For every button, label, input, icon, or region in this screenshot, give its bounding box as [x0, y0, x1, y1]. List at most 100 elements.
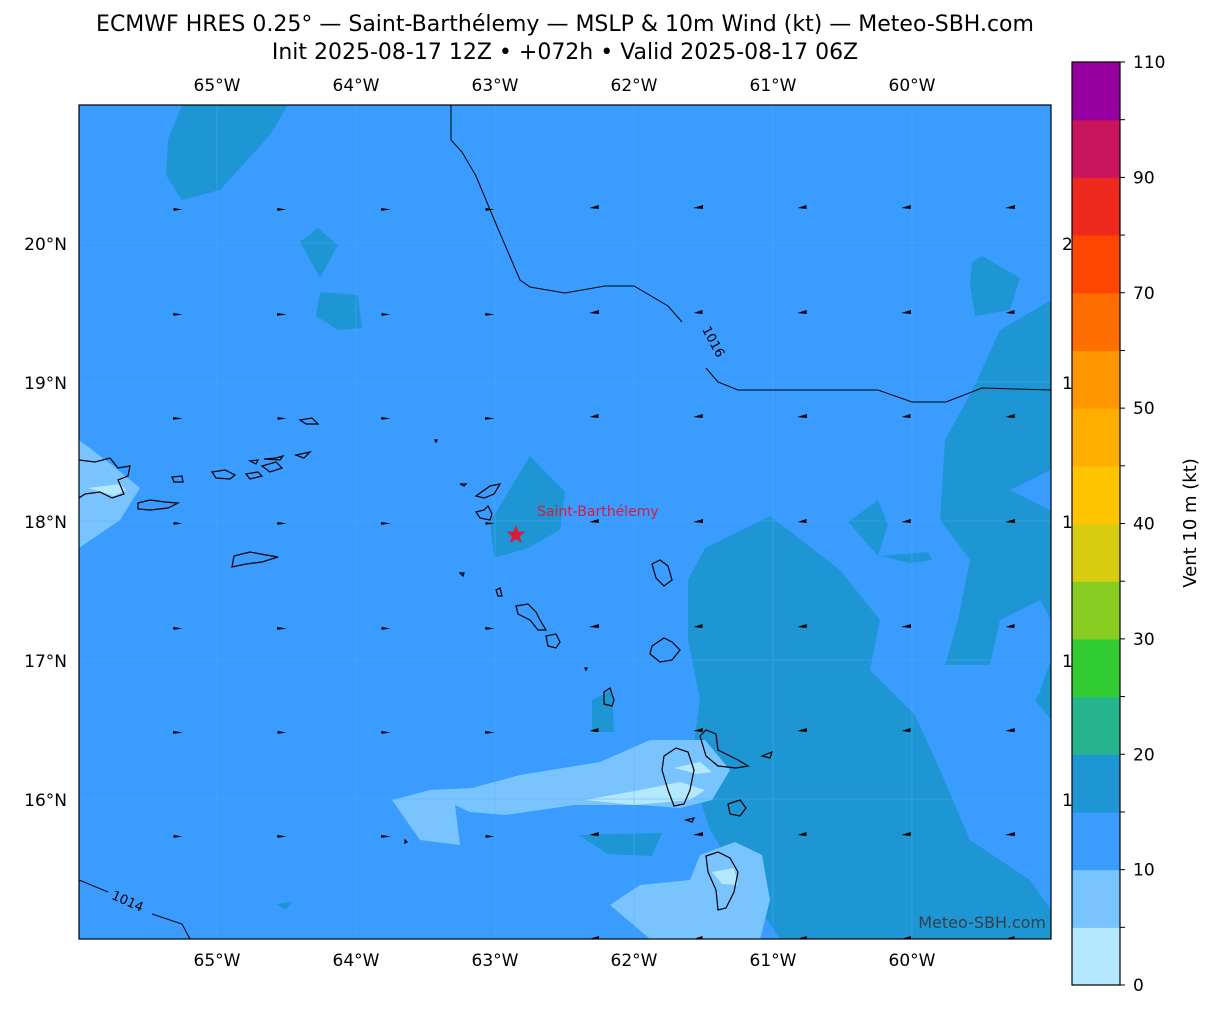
- colorbar-label: Vent 10 m (kt): [1180, 458, 1201, 588]
- wind-arrow: [693, 414, 703, 418]
- wind-arrow: [1005, 205, 1015, 209]
- svg-text:1: 1: [1062, 652, 1073, 672]
- wind-arrow: [381, 208, 391, 211]
- lat-label: 20°N: [24, 235, 67, 255]
- wind-arrow: [1005, 832, 1015, 836]
- colorbar-segment: [1072, 465, 1120, 525]
- wind-arrow: [485, 208, 495, 211]
- location-label: Saint-Barthélemy: [537, 504, 659, 520]
- colorbar: [1071, 61, 1121, 986]
- wind-arrow: [173, 208, 183, 211]
- colorbar-tick-label: 20: [1133, 745, 1155, 765]
- wind-arrow: [173, 731, 183, 734]
- colorbar-tick-label: 110: [1133, 53, 1165, 73]
- svg-text:1: 1: [1062, 791, 1073, 811]
- wind-arrow: [901, 310, 911, 314]
- colorbar-tick-label: 30: [1133, 630, 1155, 650]
- wind-arrow: [485, 522, 495, 525]
- wind-arrow: [901, 519, 911, 523]
- colorbar-segment: [1072, 350, 1120, 409]
- wind-arrow: [901, 205, 911, 209]
- wind-arrow: [797, 624, 807, 628]
- lon-label: 63°W: [472, 76, 519, 96]
- wind-arrow: [381, 627, 391, 630]
- wind-arrow: [901, 414, 911, 418]
- wind-arrow: [485, 313, 495, 316]
- colorbar-segment: [1072, 408, 1120, 467]
- wind-arrow: [589, 310, 599, 314]
- wind-arrow: [693, 936, 703, 939]
- wind-arrow: [277, 417, 287, 420]
- wind-arrow: [485, 731, 495, 734]
- wind-arrow: [1005, 624, 1015, 628]
- lon-label: 61°W: [750, 76, 797, 96]
- lat-label: 18°N: [24, 513, 67, 533]
- wind-arrow: [381, 313, 391, 316]
- wind-arrow: [277, 731, 287, 734]
- colorbar-segment: [1072, 62, 1120, 121]
- wind-arrow: [797, 832, 807, 836]
- lon-label: 63°W: [472, 951, 519, 971]
- colorbar-ticks: 0 10 20 30 40 50 70 90 110: [1120, 53, 1165, 996]
- wind-arrow: [277, 208, 287, 211]
- wind-arrow: [381, 417, 391, 420]
- svg-text:2: 2: [1062, 235, 1073, 255]
- lon-label: 62°W: [611, 76, 658, 96]
- wind-arrow: [693, 310, 703, 314]
- colorbar-tick-label: 90: [1133, 168, 1155, 188]
- wind-arrow: [277, 313, 287, 316]
- wind-arrow: [173, 417, 183, 420]
- wind-arrow: [589, 936, 599, 939]
- wind-arrow: [589, 624, 599, 628]
- wind-arrow: [1005, 519, 1015, 523]
- wind-arrow: [1005, 414, 1015, 418]
- lon-label: 64°W: [333, 76, 380, 96]
- wind-arrow: [1005, 728, 1015, 732]
- colorbar-tick-label: 50: [1133, 399, 1155, 419]
- wind-arrow: [381, 835, 391, 838]
- wind-arrow: [797, 728, 807, 732]
- lat-label: 16°N: [24, 791, 67, 811]
- colorbar-segment: [1072, 119, 1120, 178]
- colorbar-segment: [1072, 811, 1120, 871]
- colorbar-segment: [1072, 696, 1120, 755]
- wind-arrow: [277, 835, 287, 838]
- colorbar-segment: [1072, 927, 1120, 986]
- colorbar-segment: [1072, 638, 1120, 698]
- wind-arrow: [589, 414, 599, 418]
- colorbar-segment: [1072, 523, 1120, 582]
- wind-arrow: [381, 522, 391, 525]
- lon-label: 65°W: [194, 951, 241, 971]
- lon-label: 60°W: [889, 951, 936, 971]
- coastlines: [79, 417, 773, 911]
- left-lat-labels: 20°N 19°N 18°N 17°N 16°N: [24, 235, 67, 811]
- wind-arrow: [693, 728, 703, 732]
- colorbar-segment: [1072, 754, 1120, 813]
- isobar-lines: [79, 105, 1051, 939]
- wind-arrow: [381, 731, 391, 734]
- chart-subtitle: Init 2025-08-17 12Z • +072h • Valid 2025…: [271, 40, 859, 65]
- colorbar-tick-label: 40: [1133, 515, 1155, 535]
- lat-label: 19°N: [24, 374, 67, 394]
- wind-arrow: [485, 627, 495, 630]
- colorbar-segment: [1072, 581, 1120, 640]
- wind-arrow: [797, 414, 807, 418]
- wind-vectors: [173, 205, 1015, 939]
- wind-arrow: [485, 835, 495, 838]
- wind-arrow: [901, 728, 911, 732]
- wind-arrow: [797, 310, 807, 314]
- wind-arrow: [901, 832, 911, 836]
- map-panel: [79, 105, 1051, 939]
- bottom-lon-labels: 65°W 64°W 63°W 62°W 61°W 60°W: [194, 951, 936, 971]
- wind-arrow: [173, 835, 183, 838]
- wind-arrow: [797, 205, 807, 209]
- colorbar-segment: [1072, 177, 1120, 236]
- colorbar-segment: [1072, 869, 1120, 928]
- chart-title: ECMWF HRES 0.25° — Saint-Barthélemy — MS…: [96, 12, 1034, 37]
- lon-label: 61°W: [750, 951, 797, 971]
- wind-arrow: [901, 624, 911, 628]
- wind-arrow: [485, 417, 495, 420]
- wind-arrow: [589, 728, 599, 732]
- lon-label: 60°W: [889, 76, 936, 96]
